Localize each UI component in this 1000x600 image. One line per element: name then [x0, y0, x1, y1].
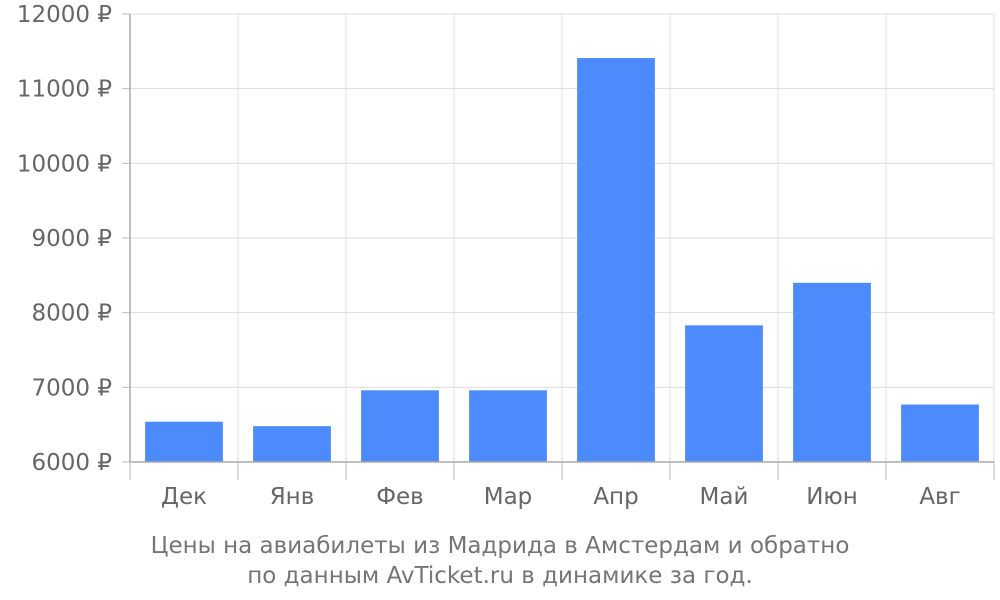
bar: [901, 404, 979, 462]
bar-chart: 6000 ₽ 7000 ₽ 8000 ₽ 9000 ₽ 10000 ₽ 11000 ₽ 12…: [17, 2, 995, 510]
y-tick-label: 12000 ₽: [17, 2, 112, 28]
x-tick-label: Дек: [161, 484, 207, 510]
bars: [145, 58, 979, 462]
bar: [469, 390, 547, 462]
bar: [145, 421, 223, 462]
x-tick-label: Янв: [270, 484, 315, 510]
x-tick-label: Авг: [919, 484, 960, 510]
y-tick-label: 9000 ₽: [32, 226, 112, 252]
bar: [361, 390, 439, 462]
x-tick-label: Мар: [484, 484, 533, 510]
caption-line-2: по данным AvTicket.ru в динамике за год.: [247, 563, 753, 589]
grid-lines: [129, 13, 995, 463]
caption-line-1: Цены на авиабилеты из Мадрида в Амстерда…: [150, 533, 850, 559]
y-tick-label: 10000 ₽: [17, 151, 112, 177]
bar: [793, 282, 871, 462]
axes: [122, 13, 995, 480]
y-tick-label: 6000 ₽: [32, 450, 112, 476]
x-tick-label: Май: [700, 484, 749, 510]
x-tick-label: Апр: [593, 484, 638, 510]
y-axis-ticks: 6000 ₽ 7000 ₽ 8000 ₽ 9000 ₽ 10000 ₽ 11000 ₽ 12…: [17, 2, 112, 476]
x-tick-label: Фев: [376, 484, 424, 510]
bar: [577, 58, 655, 462]
x-tick-label: Июн: [806, 484, 858, 510]
bar: [253, 426, 331, 462]
chart-caption: Цены на авиабилеты из Мадрида в Амстерда…: [0, 531, 1000, 591]
x-axis-ticks: Дек Янв Фев Мар Апр Май Июн Авг: [161, 484, 961, 510]
y-tick-label: 11000 ₽: [17, 77, 112, 103]
y-tick-label: 7000 ₽: [32, 375, 112, 401]
bar: [685, 325, 763, 462]
y-tick-label: 8000 ₽: [32, 301, 112, 327]
